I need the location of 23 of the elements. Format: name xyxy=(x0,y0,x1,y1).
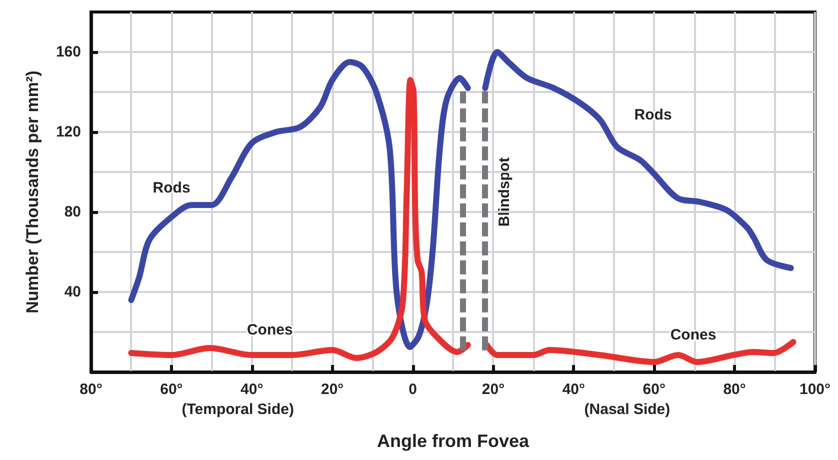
y-tick-label: 160 xyxy=(56,44,81,60)
x-tick-label: 20° xyxy=(482,381,505,398)
x-tick-label: 60° xyxy=(642,381,666,398)
x-tick-label: 20° xyxy=(320,381,344,398)
text: (Nasal Side) xyxy=(584,401,670,418)
ref-line-label: Blindspot xyxy=(496,157,514,227)
y-tick-label: 80 xyxy=(64,204,81,220)
x-tick-label: 40° xyxy=(240,381,264,398)
series-label: Rods xyxy=(152,180,190,196)
x-axis-title: Angle from Fovea xyxy=(376,431,530,451)
series-label: Cones xyxy=(670,326,716,344)
y-axis-title: Number (Thousands per mm²) xyxy=(23,70,42,314)
x-tick-label: 80° xyxy=(723,381,746,398)
x-tick-label: 100° xyxy=(799,381,831,398)
x-tick-label: 80° xyxy=(80,381,102,398)
y-tick-label: 120 xyxy=(56,124,81,140)
x-tick-label: 0 xyxy=(408,381,417,398)
x-tick-label: 60° xyxy=(160,381,183,398)
series-label: Rods xyxy=(634,106,672,124)
text: (Temporal Side) xyxy=(182,401,294,418)
series-label: Cones xyxy=(246,322,293,338)
y-tick-label: 40 xyxy=(64,284,81,300)
x-tick-label: 40° xyxy=(562,381,586,398)
